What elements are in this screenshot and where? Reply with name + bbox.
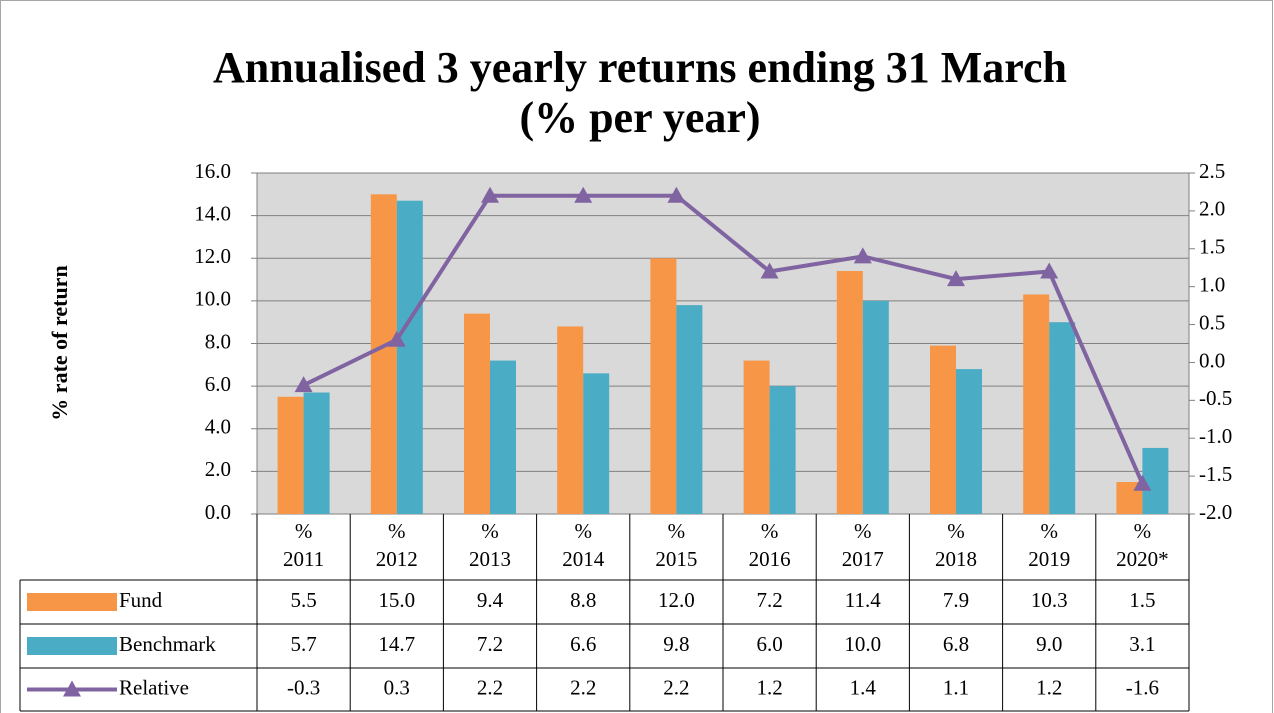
bar <box>676 305 703 514</box>
data-label: 5.5 <box>290 588 316 612</box>
y-tick-label: 16.0 <box>194 159 231 183</box>
data-label: 7.9 <box>943 588 969 612</box>
bar <box>650 258 677 514</box>
data-label: 14.7 <box>378 632 415 656</box>
x-tick-label: % 2019 <box>1028 519 1070 571</box>
y2-tick-label: 2.5 <box>1199 159 1225 183</box>
bar <box>930 345 956 514</box>
legend-swatch <box>27 637 117 655</box>
x-tick-label: % 2013 <box>469 519 511 571</box>
x-tick-label: % 2017 <box>842 519 884 571</box>
legend-label: Benchmark <box>119 632 216 656</box>
bar <box>557 326 584 514</box>
data-label: -1.6 <box>1126 675 1159 699</box>
bar <box>464 313 490 514</box>
data-label: -0.3 <box>287 675 320 699</box>
bar <box>583 373 610 514</box>
y-tick-label: 14.0 <box>194 201 231 225</box>
bar <box>743 360 770 514</box>
y2-tick-label: 1.0 <box>1199 272 1225 296</box>
y2-tick-label: 0.5 <box>1199 310 1225 334</box>
y-tick-label: 8.0 <box>205 329 231 353</box>
marker <box>760 262 779 279</box>
data-label: 1.5 <box>1129 588 1155 612</box>
line <box>302 193 1145 485</box>
x-tick-label: % 2015 <box>655 519 697 571</box>
bar <box>769 386 796 514</box>
x-tick-label: % 2011 <box>283 519 324 571</box>
marker <box>667 186 686 203</box>
x-tick-label: % 2018 <box>935 519 977 571</box>
data-label: 6.6 <box>570 632 596 656</box>
data-label: 0.3 <box>384 675 410 699</box>
data-label: 10.3 <box>1031 588 1068 612</box>
legend-marker <box>63 680 81 697</box>
bar <box>862 300 889 514</box>
chart-title: Annualised 3 yearly returns ending 31 Ma… <box>213 43 1067 142</box>
x-tick-label: % 2012 <box>376 519 418 571</box>
y-tick-label: 4.0 <box>205 415 231 439</box>
y2-tick-label: -1.5 <box>1199 462 1232 486</box>
data-label: 11.4 <box>845 588 881 612</box>
marker <box>294 376 313 393</box>
y-tick-label: 0.0 <box>205 500 231 524</box>
bar <box>396 200 423 515</box>
y2-tick-label: 1.5 <box>1199 235 1225 259</box>
data-label: 7.2 <box>756 588 782 612</box>
bar <box>490 360 516 514</box>
bar <box>1049 322 1076 514</box>
y-tick-label: 10.0 <box>194 287 231 311</box>
legend-label: Fund <box>119 588 163 612</box>
y-tick-label: 2.0 <box>205 457 231 481</box>
y-tick-label: 12.0 <box>194 244 231 268</box>
data-label: 10.0 <box>844 632 881 656</box>
data-label: 1.1 <box>943 675 969 699</box>
data-label: 12.0 <box>658 588 695 612</box>
marker <box>387 330 406 347</box>
legend-swatch <box>27 593 117 611</box>
data-label: 8.8 <box>570 588 596 612</box>
bar <box>1142 447 1169 514</box>
x-tick-label: % 2014 <box>562 519 605 571</box>
data-label: 9.0 <box>1036 632 1062 656</box>
y-axis-label: % rate of return <box>47 265 72 420</box>
data-label: 1.2 <box>756 675 782 699</box>
bar <box>370 194 397 514</box>
x-tick-label: % 2020* <box>1116 519 1169 571</box>
marker <box>853 247 872 264</box>
legend-label: Relative <box>119 675 189 699</box>
y2-tick-label: -0.5 <box>1199 386 1232 410</box>
bar <box>836 271 863 514</box>
marker <box>481 186 499 203</box>
y-tick-label: 6.0 <box>205 372 231 396</box>
data-label: 2.2 <box>570 675 596 699</box>
data-label: 6.0 <box>756 632 782 656</box>
y2-tick-label: -1.0 <box>1199 424 1232 448</box>
data-label: 3.1 <box>1129 632 1155 656</box>
data-label: 15.0 <box>378 588 415 612</box>
data-label: 2.2 <box>663 675 689 699</box>
data-label: 1.2 <box>1036 675 1062 699</box>
data-label: 9.4 <box>477 588 504 612</box>
marker <box>1040 262 1059 279</box>
bar <box>1023 294 1050 514</box>
x-tick-label: % 2016 <box>749 519 791 571</box>
bar <box>277 396 304 514</box>
data-label: 1.4 <box>850 675 877 699</box>
marker <box>947 270 965 287</box>
y2-tick-label: -2.0 <box>1199 500 1232 524</box>
bar <box>303 392 330 514</box>
y2-tick-label: 2.0 <box>1199 197 1225 221</box>
data-label: 9.8 <box>663 632 689 656</box>
data-label: 6.8 <box>943 632 969 656</box>
marker <box>1133 474 1152 491</box>
data-label: 2.2 <box>477 675 503 699</box>
y2-tick-label: 0.0 <box>1199 348 1225 372</box>
data-label: 5.7 <box>290 632 316 656</box>
marker <box>574 186 593 203</box>
bar <box>956 369 982 514</box>
data-label: 7.2 <box>477 632 503 656</box>
